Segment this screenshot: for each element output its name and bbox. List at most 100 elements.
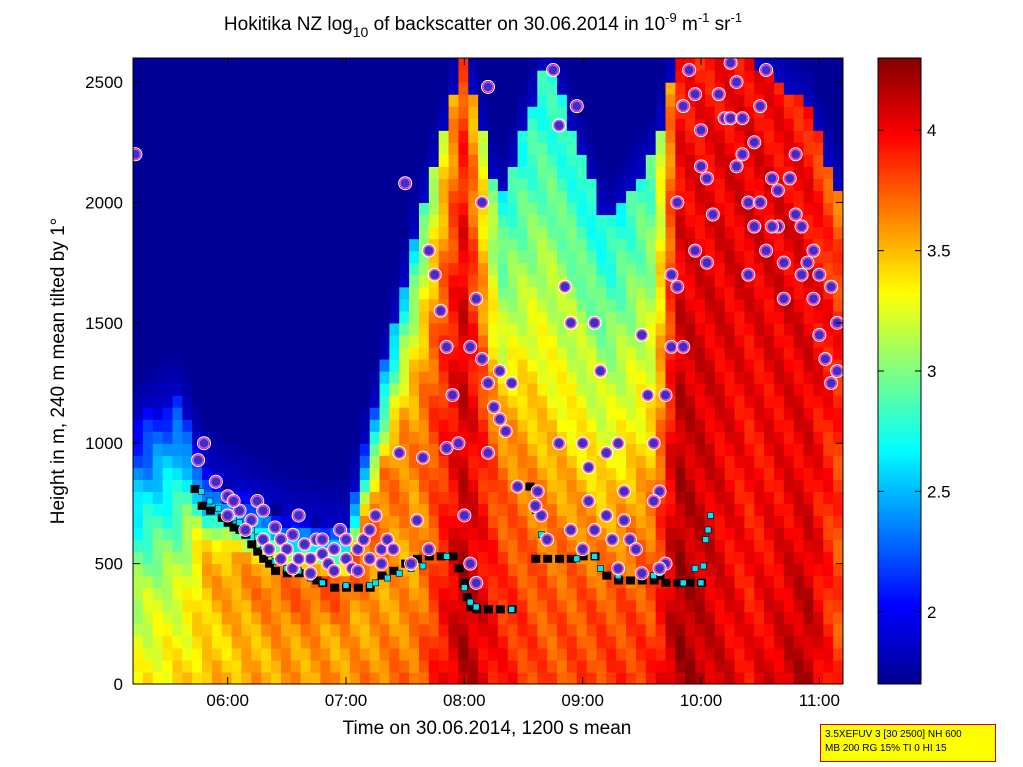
field-cell — [517, 178, 529, 192]
field-cell — [537, 214, 548, 228]
field-cell — [261, 82, 272, 95]
field-cell — [202, 202, 213, 216]
field-cell — [793, 515, 805, 529]
field-cell — [606, 310, 617, 324]
field-cell — [211, 647, 223, 661]
field-cell — [162, 166, 174, 179]
field-cell — [813, 599, 824, 613]
field-cell — [320, 346, 331, 360]
field-cell — [507, 467, 519, 480]
field-cell — [310, 371, 321, 384]
field-cell — [793, 611, 805, 625]
field-cell — [833, 82, 843, 95]
field-cell — [152, 274, 164, 288]
field-cell — [497, 166, 509, 179]
field-cell — [645, 154, 657, 167]
field-cell — [793, 383, 805, 396]
field-cell — [478, 310, 489, 324]
cloud-base-point — [766, 172, 778, 185]
field-cell — [566, 250, 578, 264]
field-cell — [645, 334, 657, 348]
field-cell — [744, 238, 755, 252]
field-cell — [714, 407, 726, 420]
field-cell — [665, 431, 676, 444]
cloud-base-point — [724, 58, 737, 69]
field-cell — [783, 70, 795, 83]
field-cell — [428, 551, 440, 565]
field-cell — [438, 515, 450, 529]
field-cell — [616, 118, 627, 131]
field-cell — [803, 154, 815, 167]
field-cell — [369, 322, 381, 336]
field-cell — [744, 310, 755, 324]
field-cell — [359, 671, 371, 684]
field-cell — [261, 178, 272, 192]
field-cell — [300, 599, 312, 613]
field-cell — [813, 130, 824, 143]
field-cell — [596, 671, 607, 684]
field-cell — [133, 274, 144, 288]
cloud-base-point — [760, 64, 772, 76]
field-cell — [280, 383, 292, 396]
field-cell — [152, 178, 164, 192]
field-cell — [675, 407, 686, 420]
field-cell — [704, 106, 716, 119]
field-cell — [645, 671, 657, 684]
field-cell — [133, 226, 144, 240]
field-cell — [478, 70, 489, 83]
field-cell — [734, 599, 745, 613]
field-cell — [428, 358, 440, 372]
field-cell — [379, 82, 390, 95]
field-cell — [251, 443, 262, 456]
field-cell — [418, 503, 430, 517]
field-cell — [616, 346, 627, 360]
field-cell — [280, 274, 292, 288]
field-cell — [261, 611, 272, 625]
field-cell — [537, 94, 548, 107]
field-cell — [724, 599, 736, 613]
field-cell — [379, 286, 390, 300]
field-cell — [813, 503, 824, 517]
field-cell — [300, 190, 312, 204]
field-cell — [192, 130, 203, 143]
field-cell — [369, 491, 381, 505]
field-cell — [241, 358, 252, 372]
field-cell — [271, 166, 282, 179]
mixing-layer-point — [649, 576, 659, 585]
field-cell — [724, 154, 736, 167]
field-cell — [724, 346, 736, 360]
cloud-base-point — [281, 543, 293, 555]
field-cell — [655, 575, 667, 589]
field-cell — [783, 527, 795, 541]
field-cell — [172, 190, 183, 204]
field-cell — [389, 635, 400, 649]
field-cell — [665, 130, 676, 143]
field-cell — [635, 286, 647, 300]
mixing-layer-point — [661, 578, 671, 587]
field-cell — [645, 286, 657, 300]
field-cell — [507, 190, 519, 204]
mixing-layer-cyan-point — [691, 565, 699, 572]
field-cell — [290, 226, 302, 240]
field-cell — [586, 383, 598, 396]
field-cell — [803, 503, 815, 517]
field-cell — [418, 166, 430, 179]
field-cell — [773, 358, 785, 372]
field-cell — [399, 575, 410, 589]
field-cell — [488, 358, 499, 372]
field-cell — [142, 310, 154, 324]
field-cell — [803, 671, 815, 684]
field-cell — [655, 587, 667, 601]
field-cell — [734, 94, 745, 107]
field-cell — [773, 647, 785, 661]
field-cell — [330, 346, 341, 360]
field-cell — [320, 94, 331, 107]
field-cell — [833, 647, 843, 661]
field-cell — [409, 623, 420, 637]
field-cell — [783, 623, 795, 637]
cloud-base-point-halo — [504, 376, 519, 391]
field-cell — [547, 563, 558, 577]
field-cell — [783, 383, 795, 396]
field-cell — [399, 190, 410, 204]
field-cell — [655, 82, 667, 95]
